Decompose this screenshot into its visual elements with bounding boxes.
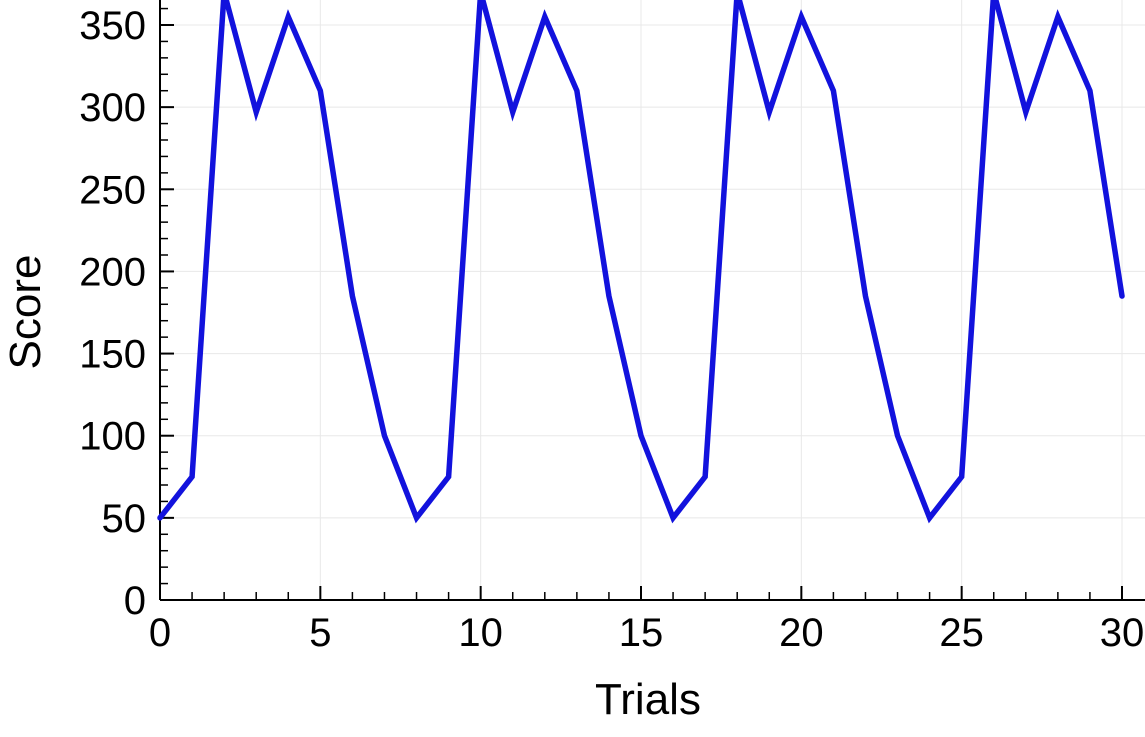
x-tick-label: 15 [619,611,664,655]
x-tick-label: 5 [309,611,331,655]
y-tick-label: 250 [79,168,146,212]
y-tick-label: 350 [79,4,146,48]
y-tick-label: 300 [79,86,146,130]
x-tick-label: 25 [939,611,984,655]
y-tick-label: 150 [79,333,146,377]
x-tick-label: 10 [458,611,503,655]
gridlines [160,0,1145,600]
data-series [157,0,1125,524]
x-tick-label: 30 [1100,611,1145,655]
y-tick-label: 50 [102,497,147,541]
x-tick-label: 20 [779,611,824,655]
y-tick-label: 200 [79,250,146,294]
y-tick-label: 100 [79,415,146,459]
score-line [157,0,1125,524]
x-axis-label: Trials [595,675,701,724]
y-tick-label: 0 [124,579,146,623]
tick-marks [159,7,1123,601]
y-axis-label: Score [1,255,50,370]
x-tick-label: 0 [149,611,171,655]
axes [159,0,1145,601]
